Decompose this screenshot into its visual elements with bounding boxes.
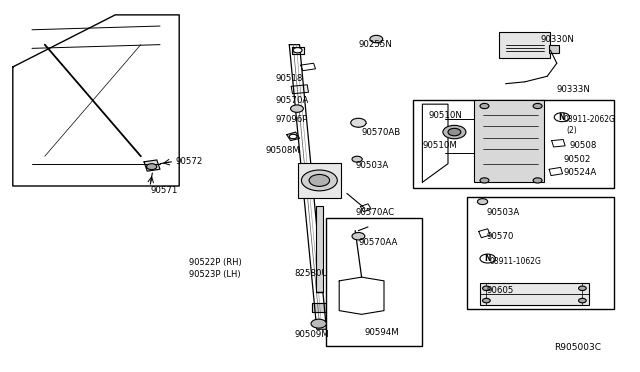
Text: 90509M: 90509M (294, 330, 329, 339)
Polygon shape (422, 104, 448, 182)
Text: N: N (559, 113, 565, 122)
Text: 90523P (LH): 90523P (LH) (189, 270, 241, 279)
Circle shape (579, 286, 586, 291)
Polygon shape (287, 132, 300, 141)
Bar (316, 206, 323, 292)
Text: 90330N: 90330N (541, 35, 575, 44)
Text: 90570AC: 90570AC (355, 208, 394, 217)
Circle shape (352, 156, 362, 162)
Text: 90333N: 90333N (557, 85, 591, 94)
Polygon shape (479, 229, 490, 238)
Text: 90255N: 90255N (358, 40, 392, 49)
Text: 08911-2062G: 08911-2062G (563, 115, 615, 124)
Text: 90522P (RH): 90522P (RH) (189, 258, 241, 267)
Text: 90502: 90502 (563, 155, 591, 164)
Polygon shape (552, 140, 565, 147)
Text: 97096P: 97096P (275, 115, 308, 124)
Text: 90570: 90570 (486, 232, 514, 241)
Circle shape (352, 232, 365, 240)
Circle shape (477, 199, 488, 205)
Circle shape (480, 103, 489, 109)
Text: 90570AB: 90570AB (362, 128, 401, 137)
Circle shape (311, 319, 326, 328)
Bar (467, 197, 614, 309)
Bar (413, 100, 614, 188)
Circle shape (448, 128, 461, 136)
Bar (326, 218, 422, 346)
Circle shape (480, 254, 495, 263)
Circle shape (351, 118, 366, 127)
Polygon shape (291, 85, 308, 94)
Text: 90570A: 90570A (275, 96, 308, 105)
Text: 90594M: 90594M (365, 328, 399, 337)
Text: (2): (2) (566, 126, 577, 135)
Circle shape (533, 178, 542, 183)
Text: 08911-1062G: 08911-1062G (490, 257, 541, 266)
Circle shape (443, 125, 466, 139)
Circle shape (370, 35, 383, 43)
Circle shape (301, 170, 337, 191)
Circle shape (579, 298, 586, 303)
Text: 90503A: 90503A (355, 161, 388, 170)
Bar (549, 45, 559, 53)
Text: 90572: 90572 (176, 157, 204, 166)
Polygon shape (292, 46, 304, 54)
Text: 90605: 90605 (486, 286, 514, 295)
Text: 90570AA: 90570AA (358, 238, 398, 247)
Text: 90518: 90518 (275, 74, 303, 83)
Text: 82580U: 82580U (294, 269, 328, 278)
Bar (298, 163, 341, 198)
Text: 90503A: 90503A (486, 208, 520, 217)
Circle shape (483, 298, 490, 303)
Bar (480, 283, 589, 305)
Bar (499, 32, 550, 58)
Text: N: N (484, 254, 491, 263)
Polygon shape (312, 303, 326, 312)
Text: 90571: 90571 (150, 186, 178, 195)
Text: 90508: 90508 (570, 141, 597, 150)
Text: 90524A: 90524A (563, 169, 596, 177)
Circle shape (289, 134, 297, 139)
Text: 90508M: 90508M (266, 146, 300, 155)
Text: 90510N: 90510N (429, 111, 463, 120)
Polygon shape (144, 160, 160, 171)
Circle shape (483, 286, 490, 291)
Circle shape (554, 113, 570, 122)
Text: 90510M: 90510M (422, 141, 457, 150)
Bar (474, 100, 544, 182)
Circle shape (147, 164, 157, 170)
Text: R905003C: R905003C (555, 343, 602, 352)
Circle shape (291, 105, 303, 112)
Polygon shape (339, 277, 384, 314)
Circle shape (533, 103, 542, 109)
Circle shape (293, 48, 302, 53)
Circle shape (480, 178, 489, 183)
Circle shape (309, 174, 330, 186)
